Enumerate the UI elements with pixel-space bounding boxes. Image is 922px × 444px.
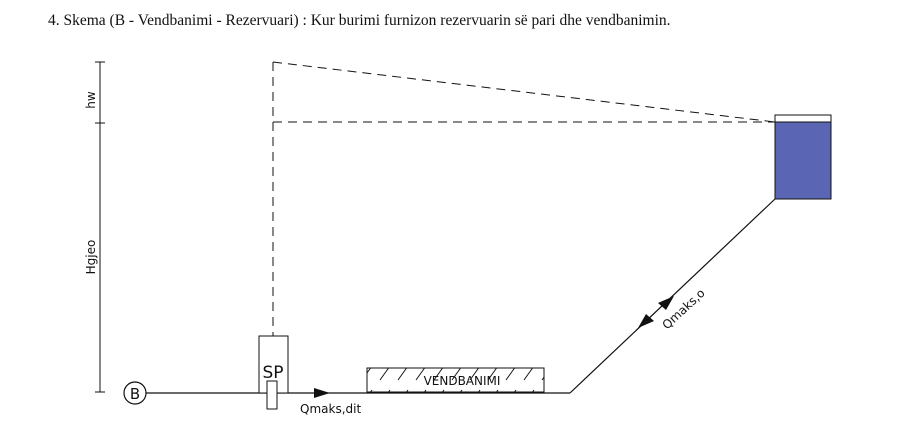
reservoir — [774, 114, 832, 200]
settlement-label: VENDBANIMI — [424, 374, 501, 388]
flow-arrow-reservoir — [638, 296, 674, 328]
dim-hw-label: hw — [84, 91, 98, 109]
flow-arrow-main — [314, 388, 330, 398]
source-label: B — [130, 385, 140, 403]
pump-station — [258, 335, 289, 410]
height-dimension — [95, 61, 105, 393]
dim-hgjeo-label: Hgjeo — [84, 240, 98, 275]
piezometric-lines — [272, 61, 776, 336]
flow-reservoir-label: Qmaks,o — [659, 286, 707, 332]
main-pipeline — [146, 198, 776, 394]
flow-main-label: Qmaks,dit — [300, 402, 361, 416]
settlement-block — [366, 367, 545, 393]
reservoir-water — [774, 121, 832, 200]
page-title: 4. Skema (B - Vendbanimi - Rezervuari) :… — [48, 12, 671, 29]
pump-label: SP — [262, 363, 283, 383]
